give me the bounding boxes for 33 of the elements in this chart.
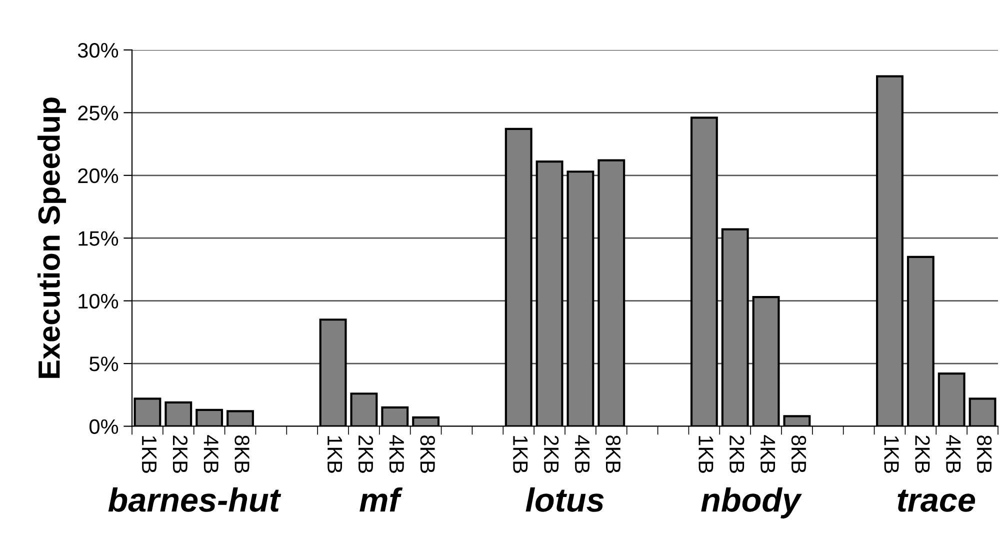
x-tick-label: 2KB bbox=[173, 436, 188, 473]
y-tick-label: 20% bbox=[78, 168, 118, 184]
x-tick-label: 1KB bbox=[328, 436, 342, 473]
x-tick-label: 1KB bbox=[698, 436, 714, 473]
x-tick-label: 1KB bbox=[884, 436, 899, 473]
x-tick-label: 4KB bbox=[575, 435, 590, 473]
text: trace bbox=[898, 490, 976, 512]
text: barnes-hut bbox=[108, 487, 282, 512]
x-tick-label: 8KB bbox=[420, 435, 435, 473]
text: lotus bbox=[526, 487, 604, 512]
x-tick-label: 2KB bbox=[544, 436, 559, 473]
x-tick-label: 8KB bbox=[234, 435, 250, 473]
text: nbody bbox=[701, 487, 802, 518]
x-tick-label: 1KB bbox=[142, 436, 156, 473]
y-tick-label: 30% bbox=[78, 42, 118, 58]
x-tick-label: 2KB bbox=[358, 436, 374, 473]
x-tick-label: 2KB bbox=[915, 436, 930, 473]
y-tick-label: 0% bbox=[90, 419, 118, 434]
x-tick-label: 2KB bbox=[730, 436, 744, 473]
x-tick-label: 1KB bbox=[513, 436, 528, 473]
x-tick-label: 4KB bbox=[760, 435, 775, 473]
y-tick-label: 25% bbox=[78, 106, 118, 120]
x-tick-label: 4KB bbox=[390, 435, 404, 473]
x-tick-label: 4KB bbox=[204, 435, 218, 473]
x-tick-label: 8KB bbox=[976, 435, 992, 473]
x-tick-label: 8KB bbox=[791, 435, 806, 473]
y-tick-label: 15% bbox=[78, 231, 118, 246]
x-tick-label: 8KB bbox=[606, 435, 621, 473]
text: mf bbox=[360, 487, 403, 512]
x-tick-label: 4KB bbox=[946, 435, 961, 473]
y-tick-label: 10% bbox=[78, 294, 118, 309]
y-tick-label: 5% bbox=[90, 356, 118, 372]
y-axis-title: Execution Speedup bbox=[38, 98, 66, 378]
